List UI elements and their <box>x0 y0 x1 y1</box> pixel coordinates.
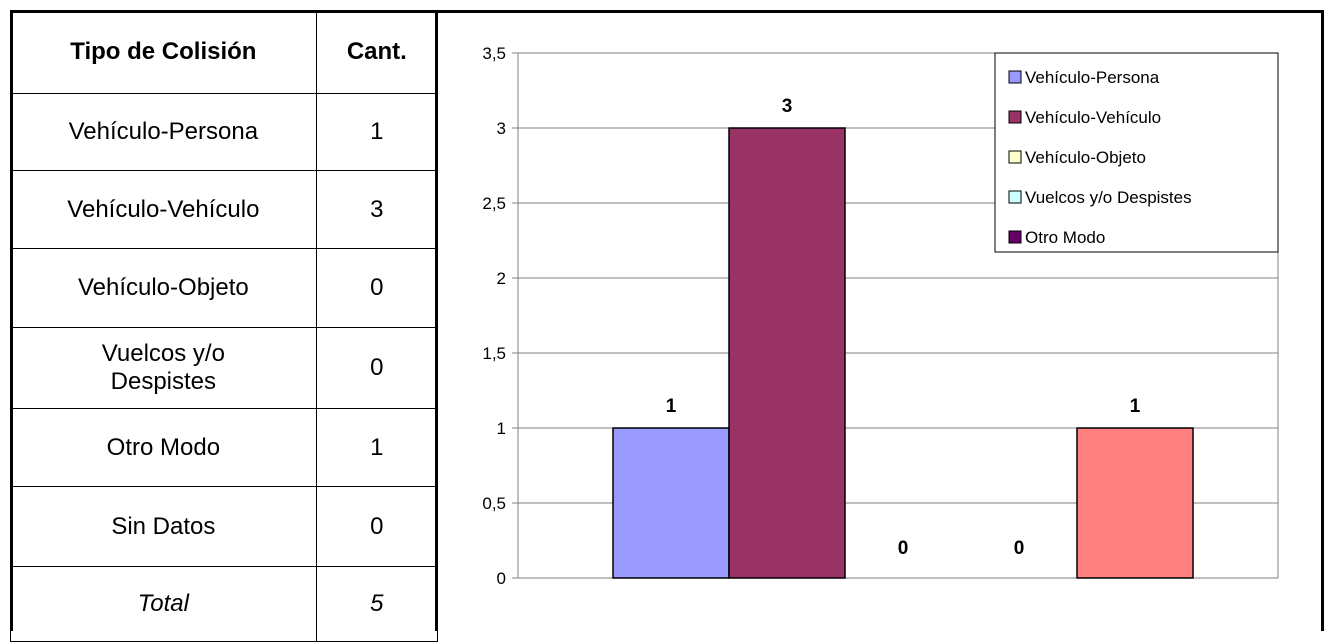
y-tick-label: 3,5 <box>482 44 506 63</box>
legend: Vehículo-Persona Vehículo-Vehículo Vehícul… <box>994 52 1279 253</box>
y-tick-label: 3 <box>497 119 506 138</box>
total-label: Total <box>10 566 317 642</box>
legend-label: Vuelcos y/o Despistes <box>1025 188 1192 207</box>
y-tick-label: 0 <box>497 569 506 588</box>
data-labels: 1 3 0 0 1 <box>666 96 1141 559</box>
row-type: Vuelcos y/o Despistes <box>10 327 317 409</box>
bar-layer <box>612 127 1194 579</box>
legend-swatch <box>1008 190 1022 204</box>
table-row: Vehículo-Objeto 0 <box>10 248 439 328</box>
y-axis-ticks: 0 0,5 1 1,5 2 2,5 3 3,5 <box>482 44 518 588</box>
row-qty: 0 <box>315 248 439 328</box>
y-tick-label: 0,5 <box>482 494 506 513</box>
legend-label: Vehículo-Persona <box>1025 68 1160 87</box>
y-tick-label: 2,5 <box>482 194 506 213</box>
row-type-text: Vuelcos y/o Despistes <box>101 340 225 395</box>
data-label: 0 <box>1014 538 1025 559</box>
legend-swatch <box>1008 230 1022 244</box>
table-row: Vehículo-Vehículo 3 <box>10 170 439 249</box>
bar <box>1076 427 1194 579</box>
row-qty: 0 <box>315 486 439 567</box>
y-tick-label: 2 <box>497 269 506 288</box>
legend-label: Vehículo-Vehículo <box>1025 108 1161 127</box>
table-total-row: Total 5 <box>10 566 439 642</box>
legend-swatch <box>1008 110 1022 124</box>
legend-swatch <box>1008 150 1022 164</box>
table-header-row: Tipo de Colisión Cant. <box>10 10 439 94</box>
bar <box>612 427 730 579</box>
row-qty: 1 <box>315 93 439 171</box>
data-label: 1 <box>666 396 677 417</box>
legend-box <box>994 52 1279 253</box>
y-tick-label: 1 <box>497 419 506 438</box>
row-type: Otro Modo <box>10 408 317 487</box>
table-row: Sin Datos 0 <box>10 486 439 567</box>
row-type: Sin Datos <box>10 486 317 567</box>
legend-swatch <box>1008 70 1022 84</box>
data-label: 3 <box>782 96 793 117</box>
table-row: Vuelcos y/o Despistes 0 <box>10 327 439 409</box>
row-qty: 3 <box>315 170 439 249</box>
header-qty: Cant. <box>315 10 439 94</box>
row-qty: 0 <box>315 327 439 409</box>
collision-table: Tipo de Colisión Cant. Vehículo-Persona … <box>10 10 439 642</box>
legend-label: Vehículo-Objeto <box>1025 148 1146 167</box>
y-tick-label: 1,5 <box>482 344 506 363</box>
data-label: 0 <box>898 538 909 559</box>
data-label: 1 <box>1130 396 1141 417</box>
table-row: Otro Modo 1 <box>10 408 439 487</box>
table-row: Vehículo-Persona 1 <box>10 93 439 171</box>
legend-label: Otro Modo <box>1025 228 1105 247</box>
bar-chart: 00,511,522,533,5 130 01 Vehículo-PersonaV… <box>482 44 1279 588</box>
row-qty: 1 <box>315 408 439 487</box>
row-type: Vehículo-Vehículo <box>10 170 317 249</box>
row-type: Vehículo-Persona <box>10 93 317 171</box>
header-type: Tipo de Colisión <box>10 10 317 94</box>
row-type: Vehículo-Objeto <box>10 248 317 328</box>
total-value: 5 <box>315 566 439 642</box>
bar <box>728 127 846 579</box>
